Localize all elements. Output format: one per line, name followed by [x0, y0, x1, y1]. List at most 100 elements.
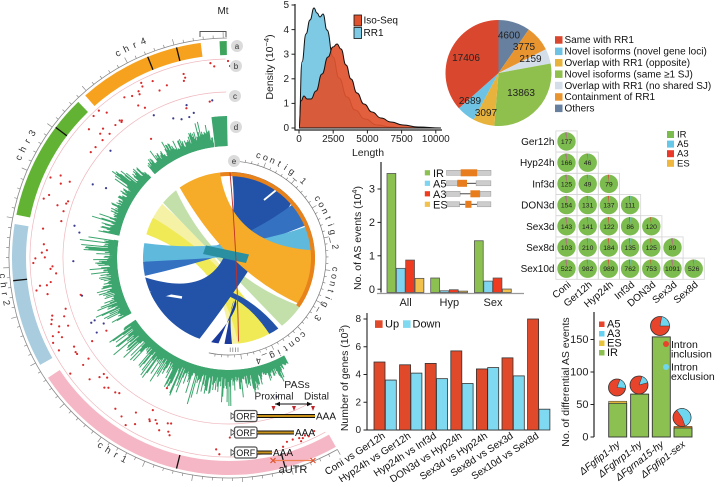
svg-text:526: 526: [688, 266, 700, 273]
svg-text:Hyp: Hyp: [440, 297, 460, 309]
svg-text:ES: ES: [433, 199, 448, 211]
svg-text:122: 122: [603, 224, 615, 231]
svg-text:c: c: [0, 273, 8, 279]
svg-text:1: 1: [298, 176, 309, 187]
svg-text:0: 0: [355, 425, 361, 436]
svg-text:b: b: [234, 62, 239, 71]
svg-text:IR: IR: [607, 347, 618, 359]
svg-text:a: a: [235, 42, 240, 51]
svg-text:Sex: Sex: [484, 297, 503, 309]
svg-text:AAA: AAA: [295, 428, 315, 439]
svg-text:2: 2: [0, 299, 12, 306]
svg-text:h: h: [122, 43, 132, 55]
svg-text:o: o: [262, 152, 270, 163]
svg-text:2: 2: [355, 397, 361, 408]
svg-text:4600: 4600: [498, 31, 521, 42]
svg-text:inclusion: inclusion: [671, 349, 712, 361]
svg-text:A5: A5: [433, 178, 446, 190]
svg-text:Sex8d: Sex8d: [526, 243, 554, 254]
svg-text:141: 141: [582, 224, 594, 231]
svg-text:137: 137: [603, 203, 615, 210]
svg-text:_: _: [329, 235, 340, 244]
svg-text:Same with RR1: Same with RR1: [565, 35, 635, 46]
svg-text:Hyp24h: Hyp24h: [520, 158, 554, 169]
svg-text:Distal: Distal: [304, 392, 329, 403]
svg-text:A3: A3: [677, 149, 689, 160]
svg-text:135: 135: [624, 245, 636, 252]
svg-text:Up: Up: [385, 319, 399, 331]
svg-text:2159: 2159: [519, 54, 542, 65]
svg-text:3: 3: [27, 128, 39, 138]
svg-text:Down: Down: [413, 319, 441, 331]
svg-text:49: 49: [584, 181, 592, 188]
svg-text:t: t: [325, 288, 335, 294]
svg-text:50: 50: [576, 399, 588, 411]
svg-text:A5: A5: [607, 319, 620, 331]
svg-text:111: 111: [625, 203, 636, 210]
svg-text:Novel isoforms (same ≥1 SJ): Novel isoforms (same ≥1 SJ): [565, 69, 693, 80]
svg-text:ORF: ORF: [236, 448, 256, 458]
svg-text:g: g: [287, 166, 297, 177]
svg-text:n: n: [320, 207, 331, 216]
svg-text:79: 79: [605, 181, 613, 188]
svg-text:0: 0: [283, 123, 289, 134]
svg-text:1: 1: [119, 454, 129, 466]
svg-text:Others: Others: [565, 104, 595, 115]
svg-text:Proximal: Proximal: [255, 392, 294, 403]
svg-text:ORF: ORF: [236, 428, 256, 438]
svg-text:AAA: AAA: [316, 412, 336, 423]
svg-text:g: g: [320, 300, 331, 309]
svg-text:7500: 7500: [390, 134, 413, 145]
svg-text:Mt: Mt: [217, 6, 228, 17]
svg-text:All: All: [399, 297, 411, 309]
svg-text:IR: IR: [677, 130, 687, 141]
svg-text:i: i: [276, 348, 282, 358]
svg-text:982: 982: [582, 266, 594, 273]
svg-text:1: 1: [369, 250, 375, 262]
svg-text:ES: ES: [607, 338, 622, 350]
svg-text:d: d: [234, 123, 238, 132]
svg-text:762: 762: [624, 266, 636, 273]
svg-text:4: 4: [139, 36, 148, 48]
svg-text:exclusion: exclusion: [671, 371, 715, 383]
svg-text:c: c: [113, 48, 123, 60]
svg-text:Overlap with RR1 (no shared SJ: Overlap with RR1 (no shared SJ): [565, 81, 712, 92]
svg-text:4: 4: [283, 25, 289, 36]
svg-text:103: 103: [561, 245, 573, 252]
svg-text:r: r: [0, 292, 10, 297]
svg-text:A3: A3: [607, 328, 620, 340]
svg-text:Intron: Intron: [671, 339, 698, 351]
svg-text:e: e: [232, 157, 237, 166]
svg-text:125: 125: [561, 181, 573, 188]
svg-text:g: g: [268, 350, 277, 361]
svg-text:Overlap with RR1 (opposite): Overlap with RR1 (opposite): [565, 58, 691, 69]
svg-text:RR1: RR1: [364, 28, 384, 39]
svg-text:r: r: [131, 40, 138, 51]
svg-text:i: i: [282, 162, 289, 172]
svg-text:2500: 2500: [322, 134, 345, 145]
svg-text:4: 4: [255, 355, 263, 366]
svg-text:3097: 3097: [475, 108, 498, 119]
svg-text:1091: 1091: [665, 266, 680, 273]
svg-text:125: 125: [646, 245, 658, 252]
svg-text:2: 2: [283, 74, 289, 85]
svg-text:0: 0: [369, 284, 375, 296]
svg-text:t: t: [282, 344, 290, 354]
svg-text:150: 150: [570, 334, 588, 346]
svg-text:3: 3: [369, 184, 375, 196]
svg-text:t: t: [276, 159, 283, 169]
svg-text:154: 154: [561, 203, 573, 210]
svg-text:8: 8: [355, 314, 361, 325]
svg-text:r: r: [111, 450, 119, 461]
svg-text:c: c: [13, 153, 25, 162]
svg-text:ORF: ORF: [236, 412, 256, 422]
svg-text:ES: ES: [677, 158, 690, 169]
svg-text:i: i: [323, 295, 333, 301]
svg-text:Inf3d: Inf3d: [532, 179, 554, 190]
svg-text:No. of AS events (104): No. of AS events (104): [350, 186, 364, 290]
svg-text:c: c: [312, 194, 323, 204]
svg-text:1: 1: [283, 99, 289, 110]
svg-text:13863: 13863: [507, 88, 535, 99]
svg-text:PASs: PASs: [284, 379, 309, 391]
svg-text:46: 46: [584, 160, 592, 167]
